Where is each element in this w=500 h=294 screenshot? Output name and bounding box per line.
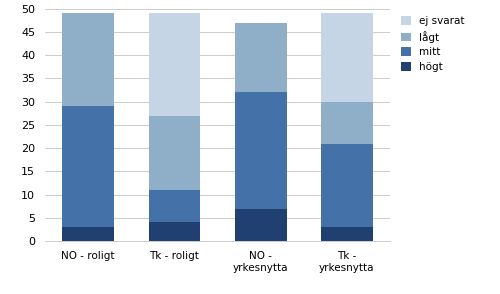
Bar (235, 208, 286, 241)
Bar (148, 14, 200, 116)
Bar (148, 223, 200, 241)
Bar (321, 227, 373, 241)
Bar (148, 116, 200, 190)
Bar (321, 102, 373, 143)
Bar (235, 92, 286, 208)
Bar (321, 143, 373, 227)
Bar (62, 14, 114, 106)
Bar (321, 14, 373, 102)
Bar (235, 23, 286, 92)
Bar (62, 227, 114, 241)
Legend: ej svarat, lågt, mitt, högt: ej svarat, lågt, mitt, högt (398, 14, 467, 74)
Bar (62, 106, 114, 227)
Bar (148, 190, 200, 223)
